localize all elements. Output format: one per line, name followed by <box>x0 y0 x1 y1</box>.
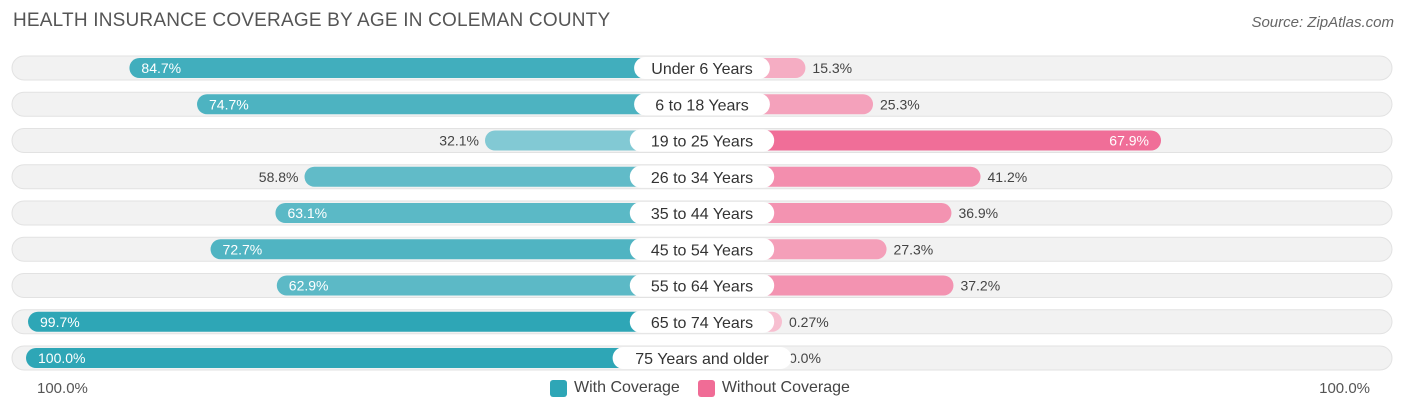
bar-with-coverage-65-to-74-years <box>28 311 702 332</box>
value-label-with-coverage-6-to-18-years: 74.7% <box>209 96 249 112</box>
value-label-without-coverage-6-to-18-years: 25.3% <box>880 96 920 112</box>
bar-with-coverage-45-to-54-years <box>210 239 702 260</box>
category-pill-55-to-64-years <box>629 274 775 297</box>
value-label-with-coverage-35-to-44-years: 63.1% <box>287 205 327 221</box>
value-label-without-coverage-26-to-34-years: 41.2% <box>988 169 1028 185</box>
value-label-with-coverage-55-to-64-years: 62.9% <box>289 278 329 294</box>
axis-right-label: 100.0% <box>1319 380 1370 397</box>
category-label-6-to-18-years: 6 to 18 Years <box>655 97 748 114</box>
bar-with-coverage-under-6-years <box>129 58 703 78</box>
category-pill-65-to-74-years <box>629 310 775 333</box>
bar-with-coverage-35-to-44-years <box>275 203 702 223</box>
value-label-without-coverage-19-to-25-years: 67.9% <box>1109 133 1149 149</box>
value-label-with-coverage-26-to-34-years: 58.8% <box>259 169 299 185</box>
legend-swatch-with-coverage <box>550 379 567 397</box>
chart-area: 84.7% 15.3% Under 6 Years 74.7% 25.3% 6 to 18… <box>11 55 1393 371</box>
bar-with-coverage-55-to-64-years <box>276 275 702 296</box>
value-label-with-coverage-19-to-25-years: 32.1% <box>439 133 479 149</box>
value-label-without-coverage-35-to-44-years: 36.9% <box>958 205 998 221</box>
category-label-75-years-and-older: 75 Years and older <box>635 351 769 368</box>
category-pill-under-6-years <box>634 57 770 79</box>
category-pill-35-to-44-years <box>629 202 775 224</box>
category-label-19-to-25-years: 19 to 25 Years <box>651 134 753 151</box>
legend-item-with-coverage: With Coverage <box>550 379 680 397</box>
category-label-55-to-64-years: 55 to 64 Years <box>651 279 753 296</box>
chart-title: HEALTH INSURANCE COVERAGE BY AGE IN COLE… <box>13 10 611 31</box>
value-label-without-coverage-45-to-54-years: 27.3% <box>894 241 934 257</box>
category-pill-19-to-25-years <box>629 129 775 152</box>
category-pill-75-years-and-older <box>612 347 792 369</box>
value-label-without-coverage-55-to-64-years: 37.2% <box>960 278 1000 294</box>
legend: With Coverage Without Coverage <box>550 379 868 397</box>
category-label-65-to-74-years: 65 to 74 Years <box>651 315 753 332</box>
value-label-with-coverage-45-to-54-years: 72.7% <box>223 241 263 257</box>
value-label-with-coverage-65-to-74-years: 99.7% <box>40 314 80 330</box>
bar-with-coverage-6-to-18-years <box>197 94 702 115</box>
bar-without-coverage-19-to-25-years <box>702 130 1162 151</box>
bar-with-coverage-75-years-and-older <box>26 348 702 368</box>
bar-with-coverage-26-to-34-years <box>304 166 702 187</box>
legend-label-without-coverage: Without Coverage <box>721 379 850 396</box>
category-pill-45-to-54-years <box>629 238 775 261</box>
value-label-with-coverage-75-years-and-older: 100.0% <box>38 350 85 366</box>
value-label-without-coverage-under-6-years: 15.3% <box>812 60 852 76</box>
category-label-26-to-34-years: 26 to 34 Years <box>651 170 753 187</box>
legend-swatch-without-coverage <box>697 379 715 397</box>
legend-item-without-coverage: Without Coverage <box>697 379 850 397</box>
category-label-45-to-54-years: 45 to 54 Years <box>651 242 753 259</box>
category-pill-6-to-18-years <box>634 93 770 116</box>
value-label-with-coverage-under-6-years: 84.7% <box>141 60 181 76</box>
legend-label-with-coverage: With Coverage <box>574 379 680 396</box>
category-label-under-6-years: Under 6 Years <box>651 61 752 78</box>
source-note: Source: ZipAtlas.com <box>1251 14 1394 31</box>
category-label-35-to-44-years: 35 to 44 Years <box>651 206 753 223</box>
value-label-without-coverage-75-years-and-older: 0.0% <box>789 350 821 366</box>
axis-left-label: 100.0% <box>37 380 88 397</box>
value-label-without-coverage-65-to-74-years: 0.27% <box>789 314 829 330</box>
category-pill-26-to-34-years <box>629 165 775 188</box>
